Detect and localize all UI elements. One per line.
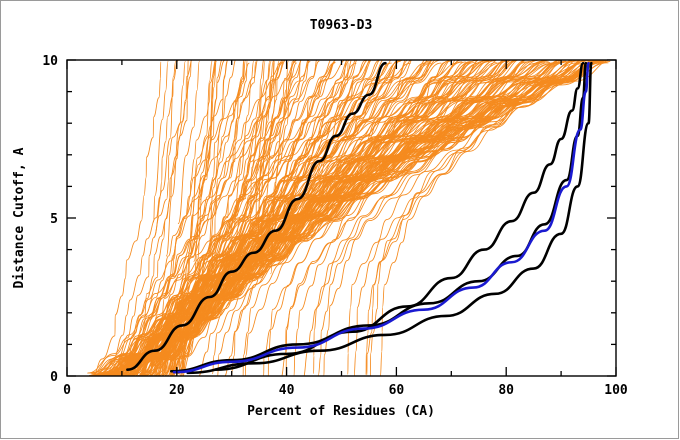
- axis-ticks: [66, 59, 617, 377]
- ensemble-curve: [258, 61, 280, 233]
- x-tick-label-20: 20: [169, 383, 185, 398]
- ensemble-curve: [224, 60, 609, 376]
- ensemble-curve: [90, 60, 192, 376]
- ensemble-curve: [313, 60, 602, 374]
- ensemble-curve: [323, 61, 604, 376]
- ensemble-curve: [178, 60, 590, 375]
- highlight-curve: [186, 61, 593, 375]
- ensemble-curve: [111, 60, 369, 375]
- ensemble-curve: [174, 62, 579, 376]
- x-tick-label-40: 40: [279, 383, 295, 398]
- ensemble-curve: [87, 62, 250, 374]
- ensemble-curve: [91, 60, 179, 375]
- ensemble-curve: [242, 60, 606, 376]
- ensemble-curve: [270, 61, 289, 275]
- ensemble-curve: [196, 61, 217, 265]
- ensemble-curve: [177, 60, 582, 375]
- x-tick-label-80: 80: [498, 383, 514, 398]
- ensemble-curve: [187, 61, 213, 254]
- ensemble-curve: [249, 61, 266, 234]
- ensemble-curve: [173, 60, 599, 376]
- ensemble-curve: [165, 61, 186, 257]
- ensemble-curve: [93, 60, 236, 375]
- ensemble-curve: [177, 61, 200, 225]
- ensemble-curve: [232, 61, 254, 231]
- ensemble-curve: [380, 60, 601, 376]
- ensemble-curve: [212, 60, 594, 375]
- curve-layer: [87, 60, 611, 376]
- ensemble-curve: [104, 61, 244, 376]
- ensemble-curve: [92, 61, 162, 376]
- ensemble-curve: [244, 60, 602, 376]
- ensemble-curve: [97, 62, 283, 376]
- ensemble-curve: [267, 60, 608, 376]
- focus-curve: [172, 61, 590, 374]
- ensemble-curve: [101, 60, 226, 375]
- ensemble-curve: [97, 60, 189, 375]
- ensemble-curve: [263, 60, 608, 376]
- ensemble-curve: [139, 61, 463, 376]
- ensemble-curve: [255, 61, 271, 256]
- ensemble-curve: [153, 61, 177, 238]
- y-tick-label-10: 10: [42, 54, 58, 69]
- ensemble-curve: [317, 60, 604, 376]
- ensemble-curve: [179, 60, 599, 376]
- x-tick-label-0: 0: [63, 383, 71, 398]
- ensemble-curve: [89, 60, 228, 376]
- ensemble-curve: [113, 60, 384, 376]
- ensemble-curve: [183, 60, 610, 376]
- ensemble-curve: [180, 60, 597, 374]
- x-axis-label: Percent of Residues (CA): [247, 404, 435, 419]
- ensemble-curve: [193, 61, 216, 262]
- ensemble-curve: [207, 61, 228, 254]
- ensemble-curve: [161, 62, 539, 376]
- y-axis-label: Distance Cutoff, A: [12, 147, 27, 288]
- y-tick-label-5: 5: [50, 212, 58, 227]
- ensemble-curve: [87, 60, 245, 374]
- ensemble-curve: [149, 60, 505, 376]
- ensemble-curve: [256, 61, 276, 269]
- ensemble-curve: [269, 61, 293, 241]
- ensemble-curve: [89, 60, 192, 376]
- chart-title: T0963-D3: [310, 18, 373, 33]
- x-tick-label-100: 100: [604, 383, 628, 398]
- ensemble-curve: [153, 61, 169, 223]
- ensemble-curve: [123, 62, 432, 376]
- x-tick-label-60: 60: [389, 383, 405, 398]
- y-tick-label-0: 0: [50, 370, 58, 385]
- ensemble-curve: [293, 60, 598, 376]
- highlight-curve: [126, 61, 387, 371]
